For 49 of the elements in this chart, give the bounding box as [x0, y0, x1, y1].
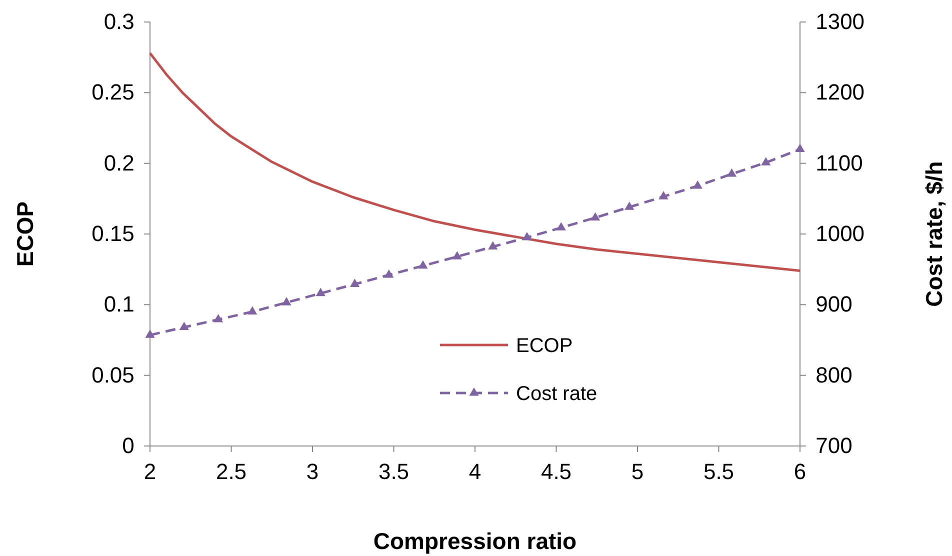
x-tick-label: 6: [794, 459, 806, 484]
point: [590, 212, 600, 221]
y2-tick-label: 1200: [816, 80, 865, 105]
y-tick-label: 0.3: [104, 9, 134, 34]
point: [726, 168, 737, 177]
point: [248, 306, 258, 315]
x-tick-label: 3.5: [378, 459, 410, 484]
y-tick-label: 0: [122, 433, 134, 458]
x-tick-label: 3: [306, 459, 319, 484]
point: [384, 269, 394, 278]
y2-tick-label: 800: [816, 362, 852, 388]
x-axis-title: Compression ratio: [373, 528, 577, 554]
point: [282, 297, 292, 306]
point: [145, 330, 155, 338]
x-tick-label: 2: [144, 459, 156, 484]
point: [213, 314, 224, 322]
legend-label: ECOP: [516, 335, 573, 357]
y2-axis-title: Cost rate, $/h: [921, 161, 947, 307]
point: [692, 180, 702, 189]
y-tick-label: 0.05: [92, 362, 134, 388]
x-tick-label: 5: [631, 459, 644, 484]
y2-tick-label: 900: [816, 292, 852, 317]
point: [522, 232, 532, 240]
x-tick-label: 5.5: [703, 459, 734, 484]
point: [658, 191, 668, 200]
y-tick-label: 0.1: [104, 292, 134, 317]
y2-tick-label: 700: [816, 433, 852, 458]
point: [795, 144, 805, 152]
x-tick-label: 4.5: [540, 459, 572, 484]
y-tick-label: 0.15: [92, 221, 134, 246]
point: [488, 241, 498, 250]
y-axis-title: ECOP: [12, 201, 38, 267]
x-tick-label: 4: [468, 459, 482, 484]
y-tick-label: 0.25: [92, 80, 134, 105]
point: [624, 202, 634, 210]
legend-label: Cost rate: [516, 383, 598, 405]
y2-tick-label: 1000: [816, 221, 865, 246]
line-series: [148, 52, 802, 272]
point: [350, 278, 360, 287]
x-tick-label: 2.5: [216, 459, 247, 484]
point: [556, 222, 566, 230]
point: [761, 157, 771, 166]
y2-tick-label: 1300: [816, 9, 865, 34]
y2-tick-label: 1100: [816, 150, 863, 176]
point: [179, 322, 189, 330]
point: [452, 251, 462, 260]
point: [418, 260, 428, 269]
point: [316, 288, 326, 296]
y-tick-label: 0.2: [104, 150, 134, 176]
